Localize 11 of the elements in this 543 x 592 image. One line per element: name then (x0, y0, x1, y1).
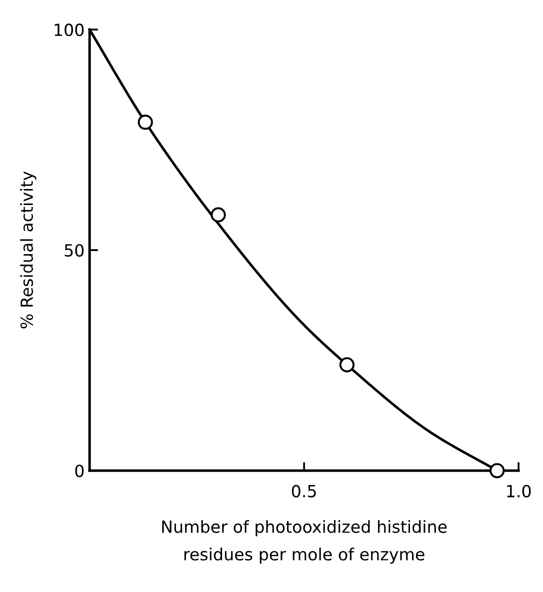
y-axis-title: % Residual activity (20, 171, 36, 328)
x-axis-title: Number of photooxidized histidine residues per mole of enzyme (162, 520, 447, 564)
y-tick-label: 100 (54, 24, 84, 36)
point (138, 114, 153, 130)
x-tick-label: 0.5 (292, 484, 316, 498)
y-tick-label: 50 (64, 244, 84, 257)
y-tick-label: 0 (75, 464, 84, 478)
point (210, 207, 226, 222)
x-tick-label: 1.0 (507, 484, 531, 498)
point (339, 357, 355, 372)
point (490, 463, 505, 478)
